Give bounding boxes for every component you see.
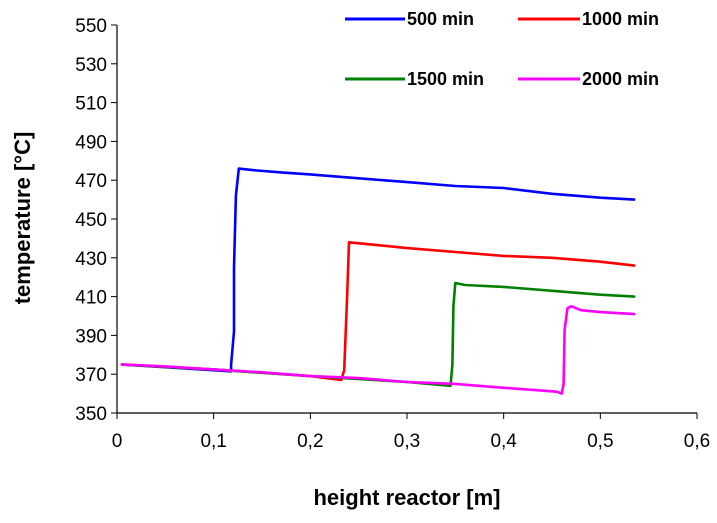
x-tick-label: 0,2 xyxy=(297,431,323,452)
y-tick-label: 350 xyxy=(75,404,107,425)
legend: 500 min 1000 min 1500 min 2000 min xyxy=(345,9,659,89)
x-tick-label: 0,6 xyxy=(684,431,710,452)
x-tick-label: 0,5 xyxy=(587,431,613,452)
x-tick-label: 0 xyxy=(112,431,123,452)
x-tick-label: 0,4 xyxy=(490,431,517,452)
y-tick-label: 490 xyxy=(75,132,107,153)
series-line-2000-min xyxy=(120,304,636,395)
axes xyxy=(111,24,698,419)
y-tick-label: 430 xyxy=(75,249,107,270)
data-series xyxy=(120,167,636,395)
y-tick-label: 450 xyxy=(75,210,107,231)
y-tick-label: 510 xyxy=(75,94,107,115)
series-line-500-min xyxy=(120,167,636,373)
y-axis-title: temperature [°C] xyxy=(10,132,35,305)
x-tick-label: 0,1 xyxy=(200,431,226,452)
legend-label-500-min: 500 min xyxy=(407,9,474,29)
y-tick-label: 410 xyxy=(75,288,107,309)
y-tick-label: 530 xyxy=(75,55,107,76)
x-axis-title: height reactor [m] xyxy=(313,485,500,510)
legend-label-1000-min: 1000 min xyxy=(582,9,659,29)
legend-label-2000-min: 2000 min xyxy=(582,69,659,89)
y-tick-label: 550 xyxy=(75,16,107,37)
y-tick-label: 370 xyxy=(75,365,107,386)
legend-label-1500-min: 1500 min xyxy=(407,69,484,89)
y-tick-label: 470 xyxy=(75,171,107,192)
tick-labels: 350 370 390 410 430 450 470 490 510 530 550 0 0,1 0,2… xyxy=(75,16,710,452)
y-tick-label: 390 xyxy=(75,326,107,347)
series-line-1000-min xyxy=(120,241,636,382)
x-tick-label: 0,3 xyxy=(394,431,420,452)
